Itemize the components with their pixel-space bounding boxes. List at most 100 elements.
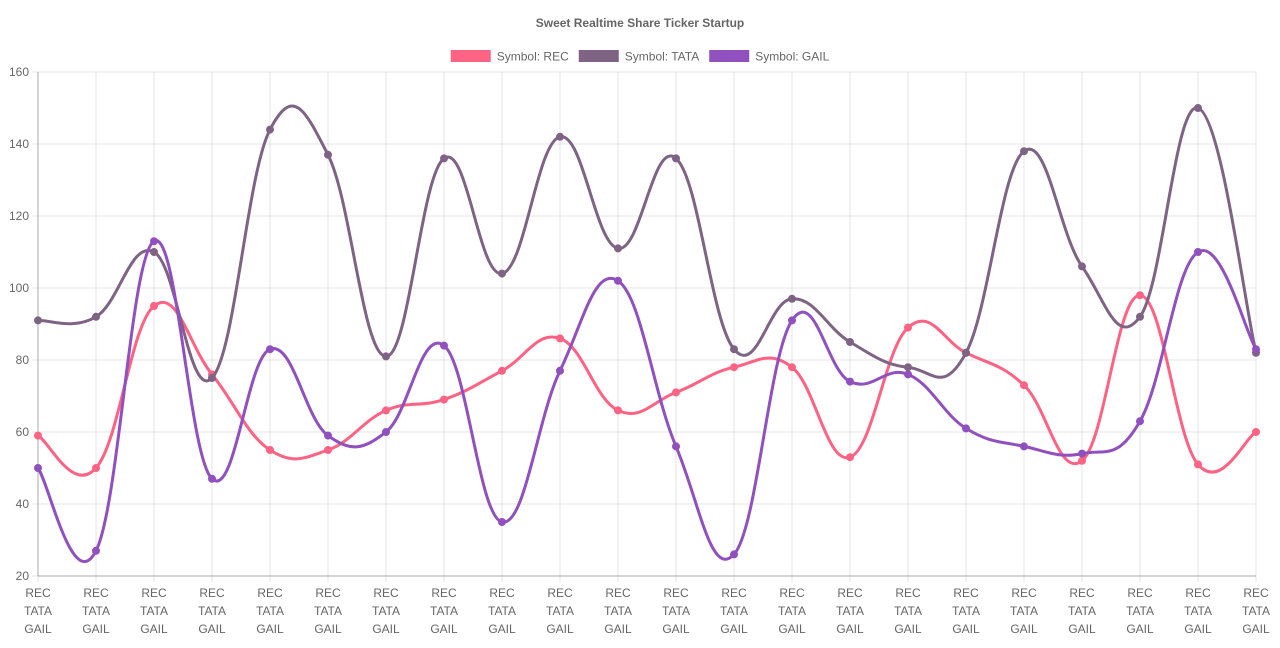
data-point[interactable] [440,395,448,404]
legend-label: Symbol: REC [497,50,569,64]
x-tick-label: REC [83,586,109,600]
data-point[interactable] [1078,456,1086,465]
data-point[interactable] [1020,147,1028,156]
data-point[interactable] [788,363,796,372]
data-point[interactable] [614,244,622,253]
x-tick-label: REC [1185,586,1211,600]
legend-label: Symbol: GAIL [755,50,829,64]
data-point[interactable] [1136,291,1144,300]
data-point[interactable] [150,302,158,310]
data-point[interactable] [962,424,970,433]
data-point[interactable] [498,269,506,278]
y-tick-label: 140 [9,137,29,151]
data-point[interactable] [266,345,274,354]
data-point[interactable] [324,446,332,454]
legend-item[interactable]: Symbol: TATA [578,50,699,64]
data-point[interactable] [1020,381,1028,390]
data-point[interactable] [730,550,738,559]
x-tick-label: GAIL [1184,622,1212,636]
data-point[interactable] [556,334,564,343]
data-point[interactable] [324,431,332,440]
data-point[interactable] [672,154,680,163]
x-tick-label: GAIL [778,622,806,636]
data-point[interactable] [1020,442,1028,451]
x-tick-label: GAIL [662,622,690,636]
data-point[interactable] [1078,262,1086,271]
data-point[interactable] [498,518,506,526]
x-tick-label: GAIL [1126,622,1154,636]
data-point[interactable] [556,132,564,141]
x-tick-label: GAIL [1068,622,1096,636]
data-point[interactable] [614,276,622,285]
x-tick-label: REC [1011,586,1037,600]
data-point[interactable] [92,312,100,321]
data-point[interactable] [962,348,970,357]
x-tick-label: REC [721,586,747,600]
x-tick-label: GAIL [1242,622,1270,636]
x-tick-label: REC [779,586,805,600]
data-point[interactable] [614,406,622,415]
data-point[interactable] [34,464,42,472]
data-point[interactable] [1252,428,1260,436]
data-point[interactable] [208,474,216,483]
data-point[interactable] [904,363,912,372]
data-point[interactable] [92,464,100,472]
legend-item[interactable]: Symbol: GAIL [709,50,830,64]
data-point[interactable] [92,546,100,555]
data-point[interactable] [1078,449,1086,458]
x-tick-label: GAIL [198,622,226,636]
data-point[interactable] [730,345,738,354]
x-tick-label: TATA [1184,604,1212,618]
data-point[interactable] [150,237,158,246]
data-point[interactable] [904,370,912,379]
data-point[interactable] [788,294,796,303]
x-tick-label: TATA [720,604,748,618]
series-0 [34,291,1260,477]
data-point[interactable] [208,374,216,382]
chart-series [34,104,1260,563]
data-point[interactable] [34,431,42,440]
data-point[interactable] [672,388,680,397]
legend-item[interactable]: Symbol: REC [450,50,569,64]
data-point[interactable] [846,377,854,386]
data-point[interactable] [382,352,390,361]
y-tick-label: 40 [16,497,30,511]
data-point[interactable] [382,406,390,415]
data-point[interactable] [440,154,448,163]
x-tick-label: TATA [140,604,168,618]
data-point[interactable] [904,323,912,332]
x-tick-label: GAIL [836,622,864,636]
data-point[interactable] [498,366,506,375]
data-point[interactable] [1136,312,1144,321]
y-tick-label: 160 [9,65,29,79]
data-point[interactable] [382,428,390,436]
data-point[interactable] [1194,104,1202,112]
x-tick-label: REC [1069,586,1095,600]
data-point[interactable] [1194,248,1202,256]
data-point[interactable] [1136,417,1144,426]
data-point[interactable] [266,125,274,134]
data-point[interactable] [846,453,854,462]
x-tick-label: REC [953,586,979,600]
x-tick-label: GAIL [256,622,284,636]
x-tick-label: GAIL [894,622,922,636]
data-point[interactable] [1252,345,1260,354]
data-point[interactable] [34,316,42,325]
data-point[interactable] [440,341,448,350]
data-point[interactable] [672,442,680,451]
data-point[interactable] [788,316,796,325]
x-tick-label: TATA [1068,604,1096,618]
x-tick-label: REC [25,586,51,600]
data-point[interactable] [150,248,158,256]
data-point[interactable] [1194,460,1202,469]
data-point[interactable] [556,366,564,375]
data-point[interactable] [846,338,854,346]
y-axis: 20 40 60 80 100 120 140 160 [9,65,29,583]
data-point[interactable] [324,150,332,159]
x-tick-label: REC [547,586,573,600]
data-point[interactable] [730,363,738,372]
x-tick-label: TATA [894,604,922,618]
data-point[interactable] [266,446,274,454]
